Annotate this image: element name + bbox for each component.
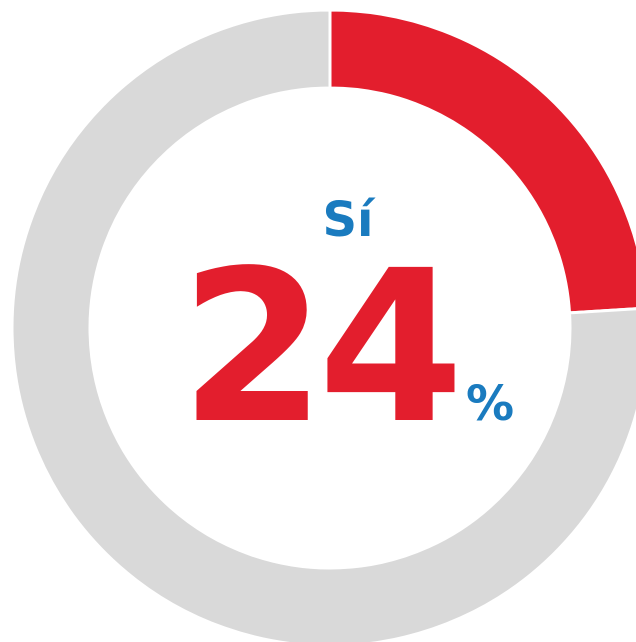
slice <box>328 8 636 315</box>
center-unit: % <box>466 376 514 432</box>
slices <box>10 8 636 642</box>
center-category: Sí <box>322 192 376 248</box>
slice <box>10 8 636 642</box>
center-value: 24 <box>180 225 456 470</box>
